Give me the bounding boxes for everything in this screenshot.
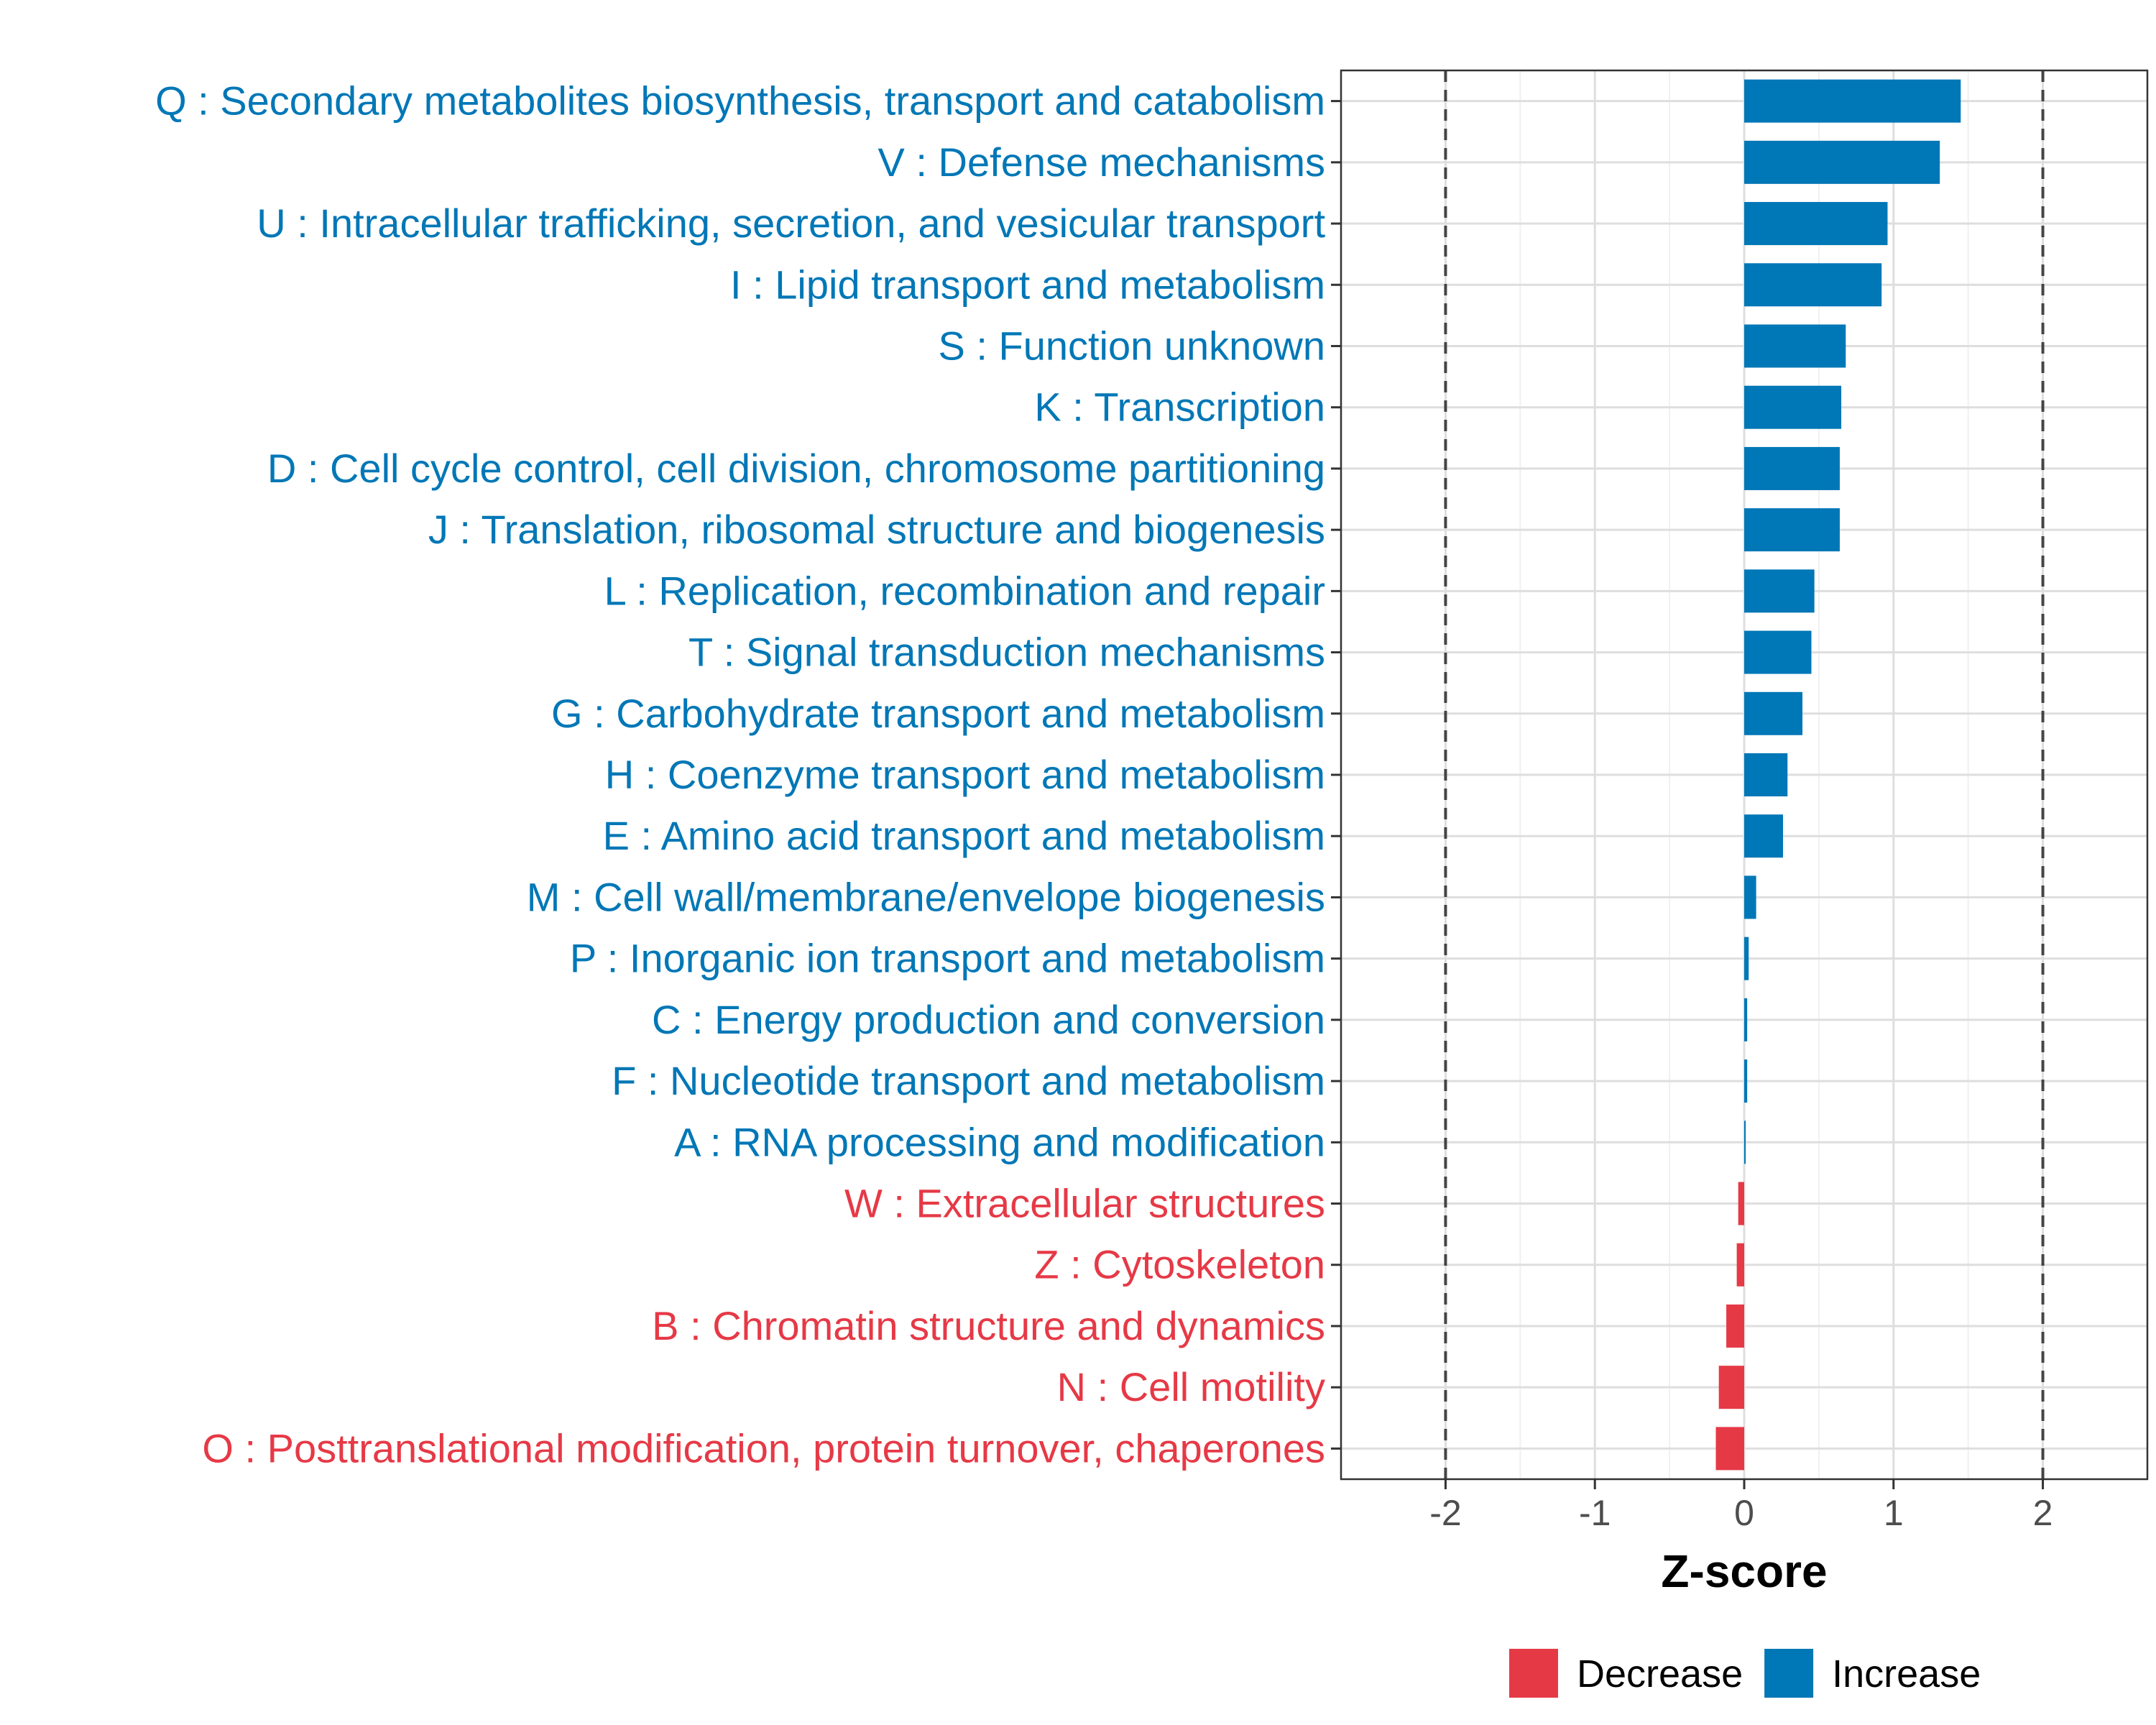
bar: [1744, 998, 1748, 1041]
category-label: O : Posttranslational modification, prot…: [202, 1425, 1325, 1471]
bar: [1744, 569, 1815, 613]
bar: [1715, 1427, 1744, 1471]
bar: [1744, 691, 1803, 735]
bar: [1736, 1243, 1744, 1287]
category-label: H : Coenzyme transport and metabolism: [605, 752, 1325, 797]
bar: [1744, 875, 1756, 919]
category-label: V : Defense mechanisms: [878, 139, 1325, 185]
category-label: E : Amino acid transport and metabolism: [603, 813, 1325, 858]
x-axis-ticks: -2 -1 0 1 2: [1429, 1479, 2053, 1533]
bar: [1744, 753, 1788, 796]
x-tick-label: 2: [2033, 1493, 2053, 1533]
bar: [1744, 385, 1842, 429]
category-label: T : Signal transduction mechanisms: [688, 630, 1325, 675]
bars: [1715, 79, 1961, 1471]
x-tick-label: -1: [1579, 1493, 1611, 1533]
bar: [1744, 1059, 1748, 1103]
legend-label: Decrease: [1577, 1652, 1743, 1696]
bar: [1744, 140, 1940, 184]
category-label: I : Lipid transport and metabolism: [730, 262, 1325, 307]
bar: [1744, 79, 1961, 123]
category-label: C : Energy production and conversion: [652, 997, 1325, 1042]
bar: [1726, 1304, 1744, 1348]
bar: [1744, 324, 1846, 368]
bar: [1738, 1182, 1744, 1225]
category-label: F : Nucleotide transport and metabolism: [612, 1058, 1325, 1103]
category-label: M : Cell wall/membrane/envelope biogenes…: [527, 874, 1325, 919]
x-tick-label: 0: [1734, 1493, 1754, 1533]
bar: [1744, 202, 1888, 246]
bar: [1744, 630, 1812, 674]
category-label: Q : Secondary metabolites biosynthesis, …: [155, 78, 1325, 124]
legend: Decrease Increase: [1509, 1649, 1981, 1698]
category-label: S : Function unknown: [938, 323, 1325, 368]
category-label: D : Cell cycle control, cell division, c…: [267, 446, 1325, 491]
bar: [1744, 937, 1749, 980]
bar: [1744, 446, 1840, 490]
category-label: P : Inorganic ion transport and metaboli…: [570, 936, 1325, 981]
category-label: J : Translation, ribosomal structure and…: [428, 507, 1325, 552]
category-label: A : RNA processing and modification: [674, 1119, 1325, 1164]
category-label: B : Chromatin structure and dynamics: [652, 1303, 1325, 1348]
legend-key: [1509, 1649, 1558, 1698]
x-axis-title: Z-score: [1661, 1545, 1827, 1597]
category-label: Z : Cytoskeleton: [1034, 1242, 1325, 1287]
bar: [1744, 814, 1784, 858]
category-label: N : Cell motility: [1057, 1364, 1325, 1409]
legend-label: Increase: [1832, 1652, 1981, 1696]
bar: [1744, 1121, 1746, 1164]
category-label: K : Transcription: [1034, 385, 1325, 430]
legend-key: [1764, 1649, 1814, 1698]
category-label: U : Intracellular trafficking, secretion…: [257, 201, 1325, 246]
bar: [1744, 508, 1840, 552]
category-label: G : Carbohydrate transport and metabolis…: [551, 691, 1325, 736]
x-tick-label: 1: [1884, 1493, 1904, 1533]
category-label: L : Replication, recombination and repai…: [604, 568, 1325, 613]
category-label: W : Extracellular structures: [844, 1181, 1325, 1226]
reference-lines: [1444, 70, 2045, 1479]
bar: [1718, 1366, 1744, 1409]
x-tick-label: -2: [1429, 1493, 1461, 1533]
bar: [1744, 263, 1882, 307]
y-axis-ticks: [1331, 100, 1341, 1450]
y-axis-labels: Q : Secondary metabolites biosynthesis, …: [155, 78, 1325, 1471]
